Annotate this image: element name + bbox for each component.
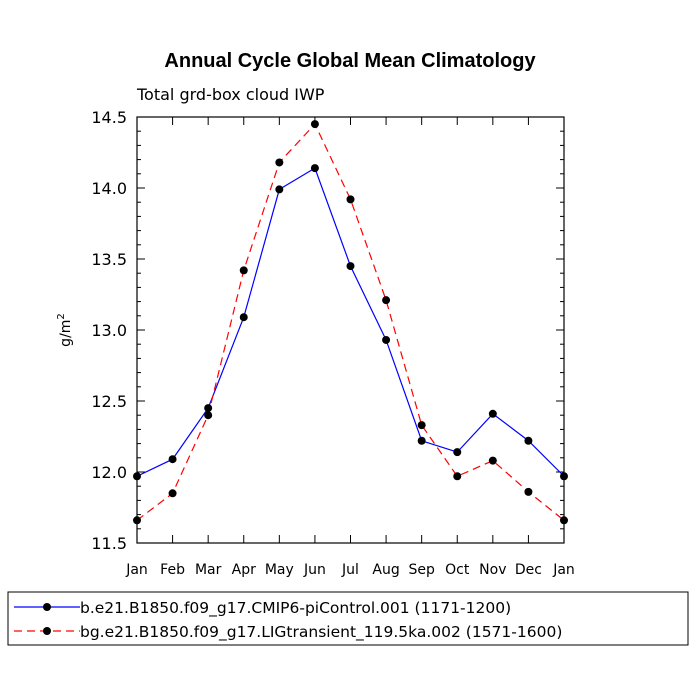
series-1-point xyxy=(346,262,355,271)
series-1-point xyxy=(488,409,497,418)
x-tick-label: Jun xyxy=(303,562,326,578)
series-2-point xyxy=(239,266,248,275)
series-1-point xyxy=(275,185,284,194)
chart-title: Annual Cycle Global Mean Climatology xyxy=(164,50,536,72)
series-2-point xyxy=(275,158,284,167)
y-tick-label: 14.0 xyxy=(91,179,127,198)
plot-frame xyxy=(136,116,565,544)
series-1-point xyxy=(560,472,568,481)
x-tick-label: Dec xyxy=(515,562,542,578)
series-2-point xyxy=(560,516,568,525)
y-axis-label: g/m2 xyxy=(56,313,74,347)
series-1-point xyxy=(133,472,141,481)
series-2-point xyxy=(346,195,355,204)
series-1-point xyxy=(168,455,177,464)
x-tick-label: Mar xyxy=(195,562,222,578)
legend-marker-1 xyxy=(43,603,51,611)
y-tick-label: 13.0 xyxy=(91,321,127,340)
series-2-point xyxy=(204,411,213,420)
series-2-point xyxy=(310,120,319,129)
series-2-point xyxy=(133,516,141,525)
x-tick-label: Aug xyxy=(372,562,399,578)
series-1-point xyxy=(204,404,213,413)
series-2-point xyxy=(417,421,426,430)
y-axis-label-exponent: 2 xyxy=(56,313,67,319)
legend-box xyxy=(7,591,689,646)
series-1-point xyxy=(524,436,533,445)
series-2-point xyxy=(488,456,497,465)
series-2-point xyxy=(524,487,533,496)
x-tick-label: Feb xyxy=(160,562,185,578)
y-tick-label: 13.5 xyxy=(91,250,127,269)
legend-marker-2 xyxy=(43,627,51,635)
x-tick-label: Nov xyxy=(479,562,506,578)
axis-ticks: 11.5 12.0 12.5 13.0 13.5 14.0 14.5 Jan Feb Mar Apr… xyxy=(91,108,574,578)
x-tick-label: Jan xyxy=(552,562,575,578)
series-2-point xyxy=(382,296,391,305)
y-axis-label-unit: g/m xyxy=(58,320,74,347)
chart-subtitle: Total grd-box cloud IWP xyxy=(136,85,325,104)
y-tick-label: 11.5 xyxy=(91,534,127,553)
y-tick-label: 12.5 xyxy=(91,392,127,411)
series-1-point xyxy=(417,436,426,445)
x-tick-label: Apr xyxy=(232,562,256,578)
series-layer xyxy=(133,120,568,525)
y-tick-label: 14.5 xyxy=(91,108,127,127)
legend: b.e21.B1850.f09_g17.CMIP6-piControl.001 … xyxy=(7,591,689,646)
series-line-2 xyxy=(136,123,565,521)
x-tick-label: Jul xyxy=(341,562,359,578)
legend-label-1: b.e21.B1850.f09_g17.CMIP6-piControl.001 … xyxy=(80,599,511,618)
series-1-point xyxy=(453,448,462,457)
x-tick-label: Jan xyxy=(125,562,148,578)
series-2-point xyxy=(453,472,462,481)
series-1-point xyxy=(382,335,391,344)
series-1-point xyxy=(239,313,248,322)
series-line-1 xyxy=(136,167,565,477)
legend-label-2: bg.e21.B1850.f09_g17.LIGtransient_119.5k… xyxy=(80,623,562,642)
y-tick-label: 12.0 xyxy=(91,463,127,482)
x-tick-label: Oct xyxy=(445,562,470,578)
x-tick-label: Sep xyxy=(408,562,435,578)
series-1-point xyxy=(310,164,319,173)
x-tick-label: May xyxy=(265,562,294,578)
series-2-point xyxy=(168,489,177,498)
